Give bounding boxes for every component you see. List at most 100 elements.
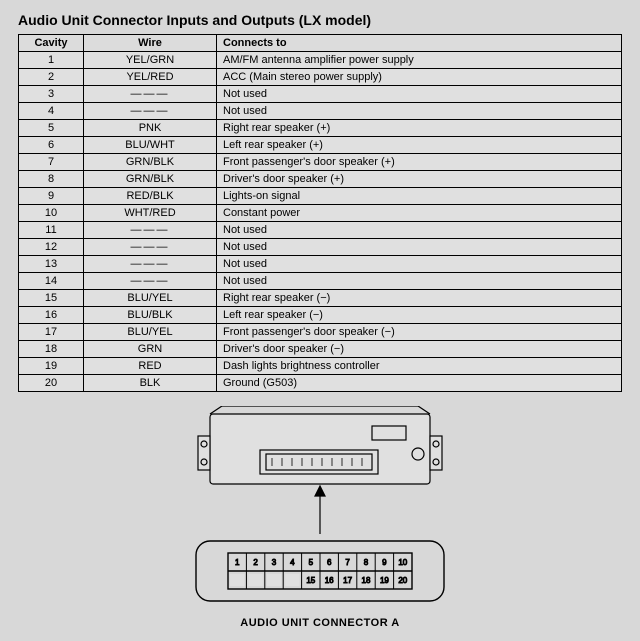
cell-connects: Left rear speaker (−) [217, 307, 622, 324]
cell-connects: Constant power [217, 205, 622, 222]
cell-wire: ——— [84, 103, 217, 120]
cell-wire: WHT/RED [84, 205, 217, 222]
cell-wire: YEL/RED [84, 69, 217, 86]
svg-text:20: 20 [398, 576, 407, 585]
cell-cavity: 10 [19, 205, 84, 222]
cell-cavity: 8 [19, 171, 84, 188]
cell-wire: GRN/BLK [84, 171, 217, 188]
unit-diagram: 1 2 3 4 5 6 7 8 9 10 15 16 17 18 19 20 AUDIO UNIT CONNE… [18, 406, 622, 629]
cell-cavity: 15 [19, 290, 84, 307]
cell-connects: Front passenger's door speaker (+) [217, 154, 622, 171]
cell-wire: RED/BLK [84, 188, 217, 205]
svg-text:6: 6 [327, 558, 332, 567]
table-row: 10WHT/REDConstant power [19, 205, 622, 222]
cell-cavity: 1 [19, 52, 84, 69]
cell-connects: Not used [217, 222, 622, 239]
cell-wire: PNK [84, 120, 217, 137]
cell-connects: Not used [217, 86, 622, 103]
table-row: 19REDDash lights brightness controller [19, 358, 622, 375]
cell-connects: Right rear speaker (−) [217, 290, 622, 307]
cell-connects: Not used [217, 103, 622, 120]
cell-connects: Front passenger's door speaker (−) [217, 324, 622, 341]
cell-cavity: 3 [19, 86, 84, 103]
table-row: 9RED/BLKLights-on signal [19, 188, 622, 205]
table-row: 2YEL/REDACC (Main stereo power supply) [19, 69, 622, 86]
cell-cavity: 7 [19, 154, 84, 171]
svg-text:19: 19 [380, 576, 389, 585]
svg-text:9: 9 [382, 558, 387, 567]
svg-text:17: 17 [343, 576, 352, 585]
table-row: 3———Not used [19, 86, 622, 103]
cell-wire: GRN/BLK [84, 154, 217, 171]
cell-connects: Dash lights brightness controller [217, 358, 622, 375]
cell-wire: ——— [84, 273, 217, 290]
svg-text:1: 1 [235, 558, 240, 567]
table-header-row: Cavity Wire Connects to [19, 35, 622, 52]
svg-text:3: 3 [272, 558, 277, 567]
cell-cavity: 6 [19, 137, 84, 154]
table-row: 20BLKGround (G503) [19, 375, 622, 392]
cell-cavity: 18 [19, 341, 84, 358]
cell-cavity: 19 [19, 358, 84, 375]
svg-text:8: 8 [364, 558, 369, 567]
cell-cavity: 11 [19, 222, 84, 239]
col-header-cavity: Cavity [19, 35, 84, 52]
cell-connects: Left rear speaker (+) [217, 137, 622, 154]
cell-wire: BLU/YEL [84, 290, 217, 307]
svg-text:16: 16 [325, 576, 334, 585]
table-row: 8GRN/BLKDriver's door speaker (+) [19, 171, 622, 188]
svg-text:15: 15 [306, 576, 315, 585]
cell-cavity: 14 [19, 273, 84, 290]
svg-text:18: 18 [362, 576, 371, 585]
cell-wire: ——— [84, 222, 217, 239]
table-row: 7GRN/BLKFront passenger's door speaker (… [19, 154, 622, 171]
cell-cavity: 2 [19, 69, 84, 86]
table-row: 6BLU/WHTLeft rear speaker (+) [19, 137, 622, 154]
cell-wire: BLU/BLK [84, 307, 217, 324]
cell-wire: ——— [84, 86, 217, 103]
table-row: 18GRNDriver's door speaker (−) [19, 341, 622, 358]
cell-cavity: 16 [19, 307, 84, 324]
page-title: Audio Unit Connector Inputs and Outputs … [18, 12, 622, 28]
table-row: 17BLU/YELFront passenger's door speaker … [19, 324, 622, 341]
cell-connects: Not used [217, 239, 622, 256]
cell-wire: BLK [84, 375, 217, 392]
table-row: 11———Not used [19, 222, 622, 239]
col-header-wire: Wire [84, 35, 217, 52]
table-row: 13———Not used [19, 256, 622, 273]
connector-caption: AUDIO UNIT CONNECTOR A [18, 617, 622, 629]
cell-cavity: 12 [19, 239, 84, 256]
cell-connects: ACC (Main stereo power supply) [217, 69, 622, 86]
table-row: 12———Not used [19, 239, 622, 256]
cell-cavity: 4 [19, 103, 84, 120]
cell-connects: Lights-on signal [217, 188, 622, 205]
cell-cavity: 9 [19, 188, 84, 205]
table-row: 1YEL/GRNAM/FM antenna amplifier power su… [19, 52, 622, 69]
cell-connects: AM/FM antenna amplifier power supply [217, 52, 622, 69]
cell-connects: Driver's door speaker (−) [217, 341, 622, 358]
cell-wire: BLU/YEL [84, 324, 217, 341]
audio-unit-svg: 1 2 3 4 5 6 7 8 9 10 15 16 17 18 19 20 [140, 406, 500, 606]
cell-wire: GRN [84, 341, 217, 358]
cell-wire: YEL/GRN [84, 52, 217, 69]
cell-connects: Not used [217, 256, 622, 273]
cell-cavity: 5 [19, 120, 84, 137]
cell-connects: Ground (G503) [217, 375, 622, 392]
table-row: 15BLU/YELRight rear speaker (−) [19, 290, 622, 307]
cell-connects: Driver's door speaker (+) [217, 171, 622, 188]
cell-connects: Right rear speaker (+) [217, 120, 622, 137]
svg-text:2: 2 [253, 558, 258, 567]
cell-cavity: 20 [19, 375, 84, 392]
cell-wire: ——— [84, 239, 217, 256]
cell-cavity: 17 [19, 324, 84, 341]
svg-text:7: 7 [345, 558, 350, 567]
svg-text:10: 10 [398, 558, 407, 567]
cell-connects: Not used [217, 273, 622, 290]
table-row: 5PNKRight rear speaker (+) [19, 120, 622, 137]
cell-cavity: 13 [19, 256, 84, 273]
svg-text:4: 4 [290, 558, 295, 567]
cell-wire: ——— [84, 256, 217, 273]
table-row: 16BLU/BLKLeft rear speaker (−) [19, 307, 622, 324]
table-row: 14———Not used [19, 273, 622, 290]
svg-text:5: 5 [309, 558, 314, 567]
